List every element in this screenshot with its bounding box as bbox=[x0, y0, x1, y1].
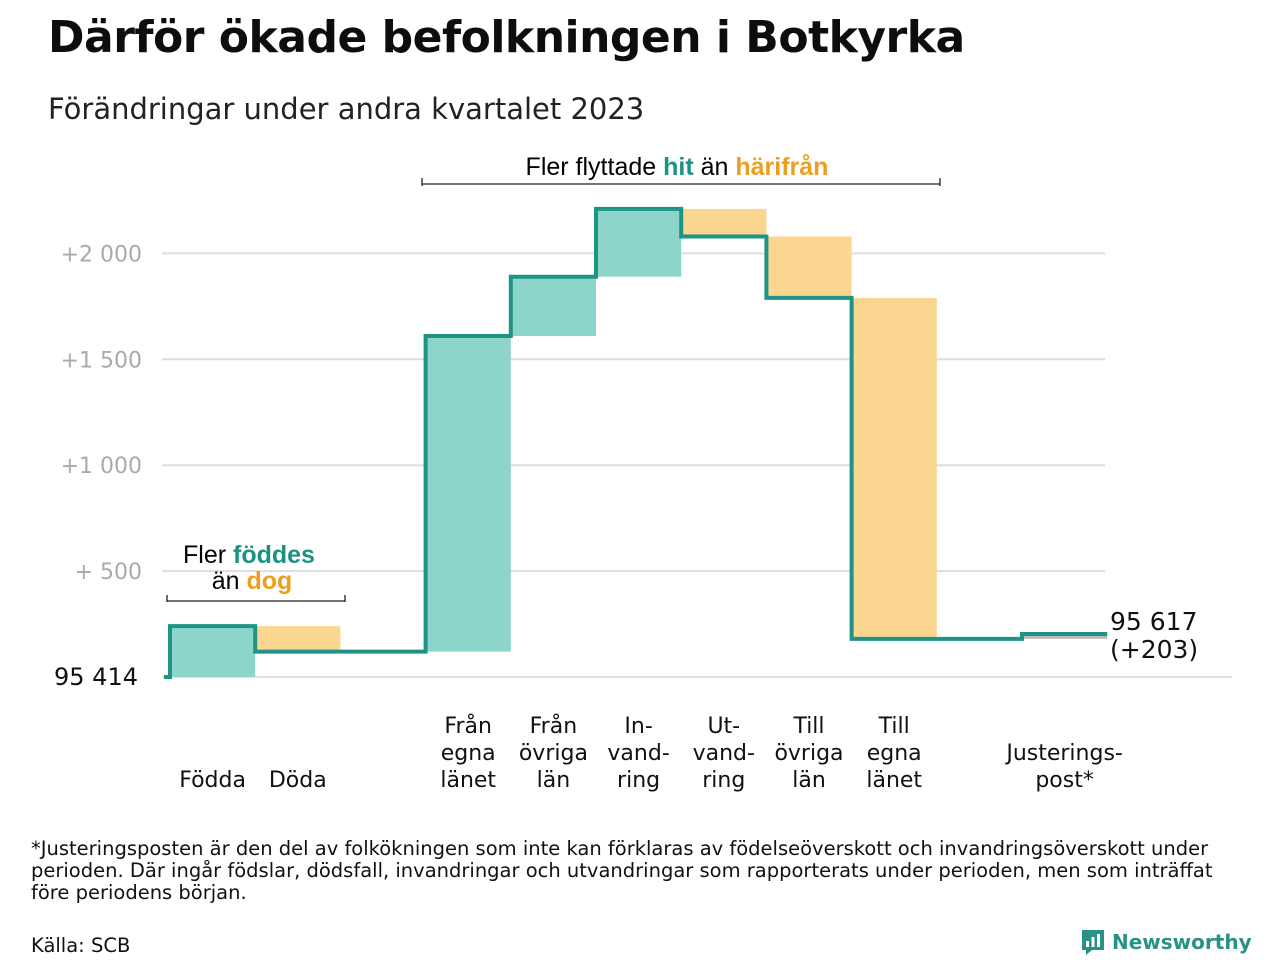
category-label: länet bbox=[440, 768, 496, 793]
category-label: Ut- bbox=[707, 714, 740, 739]
chart-title: Därför ökade befolkningen i Botkyrka bbox=[48, 12, 965, 63]
waterfall-bar bbox=[681, 208, 767, 237]
newsworthy-logo-icon bbox=[1082, 930, 1104, 955]
waterfall-bar bbox=[596, 208, 682, 277]
births-annotation-bracket bbox=[166, 595, 346, 602]
waterfall-bar bbox=[255, 626, 341, 652]
y-tick-label: +1 000 bbox=[61, 454, 142, 479]
svg-text:Fler flyttade hit än härifrån: Fler flyttade hit än härifrån bbox=[526, 153, 829, 181]
category-label: vand- bbox=[607, 741, 669, 766]
category-label: ring bbox=[702, 768, 745, 793]
base-value-label: 95 414 bbox=[54, 663, 138, 691]
svg-text:Fler föddes: Fler föddes bbox=[183, 541, 315, 569]
category-label: länet bbox=[866, 768, 922, 793]
waterfall-bar bbox=[851, 297, 937, 639]
category-label: vand- bbox=[693, 741, 755, 766]
y-tick-label: +1 500 bbox=[61, 348, 142, 373]
brand-name: Newsworthy bbox=[1112, 930, 1252, 954]
category-label: Födda bbox=[179, 768, 246, 793]
grid-layer: + 500 +1 000 +1 500 +2 000 95 414 bbox=[54, 242, 1232, 691]
waterfall-bar bbox=[1022, 634, 1108, 639]
category-label: län bbox=[537, 768, 571, 793]
labels-layer: Födda DödaFrånegnalänetFrånövrigalänIn-va… bbox=[179, 713, 1123, 793]
waterfall-bar bbox=[170, 626, 256, 677]
category-label: Till bbox=[878, 714, 910, 739]
line-layer bbox=[164, 206, 1108, 679]
category-label: ring bbox=[617, 768, 660, 793]
category-label: In- bbox=[624, 714, 652, 739]
category-label: post* bbox=[1035, 768, 1094, 793]
waterfall-bar bbox=[766, 236, 852, 298]
waterfall-bar bbox=[425, 336, 511, 652]
footnote: *Justeringsposten är den del av folkökni… bbox=[31, 837, 1213, 904]
category-label: övriga bbox=[519, 741, 588, 766]
births-annotation-prefix2: än bbox=[212, 567, 247, 595]
y-tick-label: + 500 bbox=[75, 560, 142, 585]
moves-annotation: Fler flyttade hit än härifrån bbox=[421, 153, 941, 186]
category-label: Från bbox=[530, 713, 578, 739]
moves-annotation-bracket bbox=[421, 178, 941, 186]
category-label: egna bbox=[867, 741, 922, 766]
moves-annotation-mid: än bbox=[694, 153, 736, 181]
cumulative-line bbox=[164, 206, 1108, 679]
category-label: Från bbox=[444, 713, 492, 739]
category-label: län bbox=[792, 768, 826, 793]
source-label: Källa: SCB bbox=[31, 934, 131, 957]
category-label: Till bbox=[792, 714, 824, 739]
moves-annotation-lowlight: härifrån bbox=[735, 153, 828, 181]
waterfall-chart: + 500 +1 000 +1 500 +2 000 95 414 Födda Döda F… bbox=[54, 153, 1232, 793]
category-label: Justerings- bbox=[1004, 741, 1123, 766]
category-label: övriga bbox=[774, 741, 843, 766]
moves-annotation-prefix: Fler flyttade bbox=[526, 153, 664, 181]
svg-text:än dog: än dog bbox=[212, 567, 293, 595]
y-tick-label: +2 000 bbox=[61, 242, 142, 267]
births-annotation-prefix: Fler bbox=[183, 541, 233, 569]
births-annotation-lowlight: dog bbox=[246, 567, 292, 595]
chart-subtitle: Förändringar under andra kvartalet 2023 bbox=[48, 92, 645, 126]
moves-annotation-highlight: hit bbox=[663, 153, 694, 181]
waterfall-bar bbox=[510, 276, 596, 337]
end-value-label: 95 617 bbox=[1110, 607, 1197, 636]
births-annotation: Fler föddes än dog bbox=[166, 541, 346, 602]
brand-logo: Newsworthy bbox=[1080, 928, 1252, 956]
births-annotation-highlight: föddes bbox=[233, 541, 315, 569]
bars-layer bbox=[170, 208, 1108, 677]
category-label: egna bbox=[441, 741, 496, 766]
category-label: Döda bbox=[269, 768, 327, 793]
end-change-label: (+203) bbox=[1110, 635, 1198, 664]
